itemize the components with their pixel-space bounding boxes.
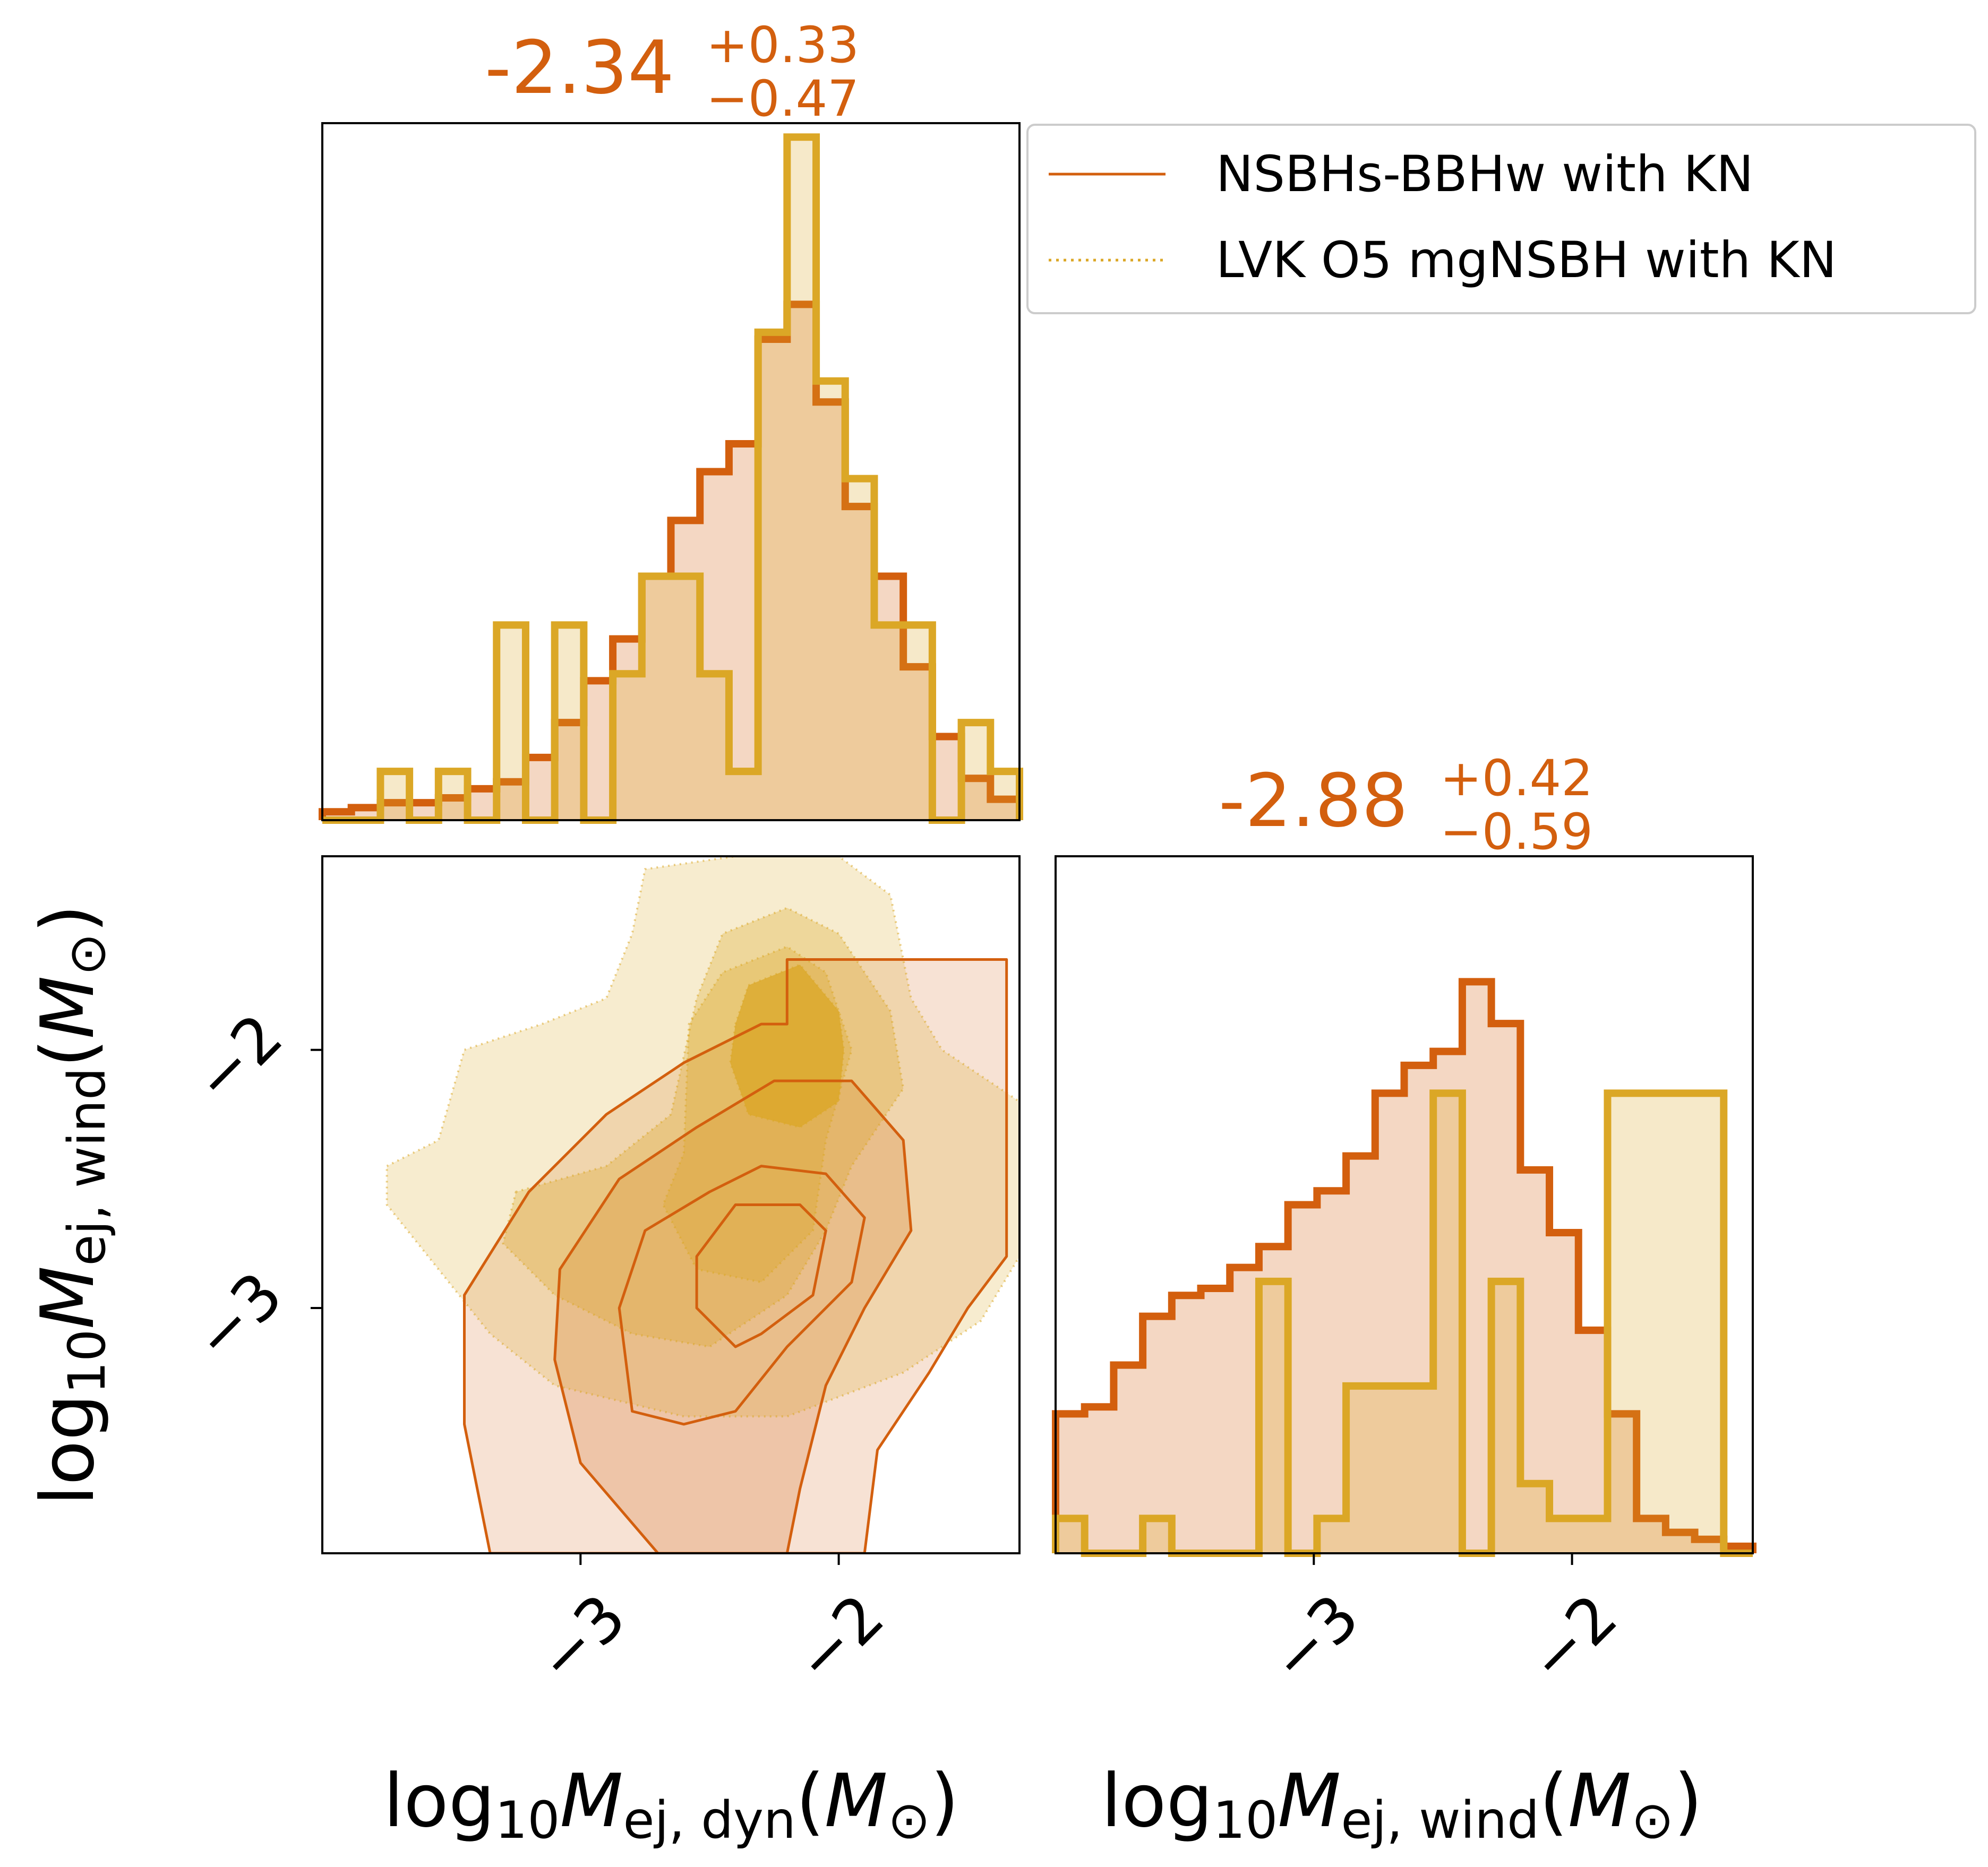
xlabel-dyn-log: log (383, 1758, 495, 1844)
svg-text:log10Mej, dyn(M⊙): log10Mej, dyn(M⊙) (383, 1758, 959, 1850)
xlabel-dyn-sub: ej, dyn (623, 1791, 796, 1850)
contour-nsbhs-level-4 (695, 1203, 827, 1348)
wind-summary: -2.88 +0.42 −0.59 (1219, 750, 1593, 861)
svg-text:log10Mej, wind(M⊙): log10Mej, wind(M⊙) (25, 905, 117, 1506)
ylabel-wind-rp: ) (25, 905, 110, 933)
xlabel-wind-sub10: 10 (1213, 1791, 1278, 1850)
dyn-histograms (319, 133, 1023, 824)
wind-marginal-panel (1052, 855, 1756, 1557)
dyn-xtick-label: −3 (522, 1580, 640, 1698)
ylabel-wind-sym: M (25, 976, 110, 1039)
legend-label-nsbhs: NSBHs-BBHw with KN (1216, 145, 1753, 203)
dyn-marginal-frame (321, 122, 1021, 821)
y-axis-label-wind: log10Mej, wind(M⊙) (25, 905, 117, 1506)
joint-panel (321, 855, 1021, 1554)
wind-marginal-fill-lvk (1056, 1093, 1753, 1553)
xlabel-wind-log: log (1101, 1758, 1213, 1844)
wind-marginal-step-nsbhs (1052, 978, 1756, 1553)
xlabel-wind-M: M (1278, 1758, 1341, 1844)
dyn-xtick-label: −2 (781, 1580, 898, 1698)
xlabel-wind-rp: ) (1674, 1758, 1702, 1844)
joint-frame (321, 855, 1021, 1554)
xlabel-wind-lp: ( (1539, 1758, 1568, 1844)
xlabel-dyn-sub10: 10 (495, 1791, 560, 1850)
xlabel-dyn-lp: ( (796, 1758, 825, 1844)
contour-lvk-level-1 (385, 856, 1019, 1418)
wind-marginal-frame (1055, 855, 1754, 1554)
dyn-upper-error: +0.33 (706, 16, 859, 74)
wind-lower-error: −0.59 (1440, 803, 1593, 861)
ylabel-wind-sub10: 10 (57, 1329, 117, 1394)
wind-xtick-label: −3 (1256, 1580, 1373, 1698)
svg-text:log10Mej, wind(M⊙): log10Mej, wind(M⊙) (1101, 1758, 1703, 1850)
legend: NSBHs-BBHw with KN LVK O5 mgNSBH with KN (1026, 124, 1976, 314)
contour-lvk-level-4 (729, 963, 845, 1129)
dyn-marginal-step-lvk (322, 133, 1023, 824)
dyn-marginal-fill-lvk (322, 137, 1019, 820)
x-axis-label-wind: log10Mej, wind(M⊙) (1101, 1758, 1703, 1850)
ylabel-wind-sun: ⊙ (57, 933, 117, 976)
ylabel-wind-lp: ( (25, 1039, 110, 1068)
xlabel-dyn-M: M (560, 1758, 623, 1844)
wind-upper-error: +0.42 (1440, 750, 1593, 807)
xlabel-wind-sun: ⊙ (1631, 1791, 1674, 1850)
xlabel-dyn-sym: M (825, 1758, 888, 1844)
wind-histograms (1052, 978, 1756, 1557)
xlabel-wind-sub: ej, wind (1341, 1791, 1539, 1850)
joint-contours (385, 856, 1019, 1553)
xlabel-wind-sym: M (1568, 1758, 1631, 1844)
dyn-marginal-panel (319, 122, 1023, 824)
legend-box (1026, 124, 1976, 314)
wind-xtick-label: −2 (1514, 1580, 1631, 1698)
wind-ytick-label: −2 (179, 1000, 297, 1117)
x-axis-label-dyn: log10Mej, dyn(M⊙) (383, 1758, 959, 1850)
contour-nsbhs-fill-level-2 (554, 1081, 911, 1553)
wind-ytick-label: −3 (179, 1258, 297, 1375)
dyn-median: -2.34 (485, 25, 674, 110)
contour-nsbhs-fill-level-1 (464, 959, 1007, 1553)
contour-nsbhs-level-2 (553, 1079, 913, 1553)
contour-nsbhs-level-1 (463, 958, 1008, 1553)
legend-label-lvk: LVK O5 mgNSBH with KN (1216, 231, 1837, 289)
wind-median: -2.88 (1219, 758, 1408, 844)
xlabel-dyn-rp: ) (930, 1758, 959, 1844)
dyn-lower-error: −0.47 (706, 70, 859, 128)
ylabel-wind-M: M (25, 1266, 110, 1329)
wind-marginal-step-lvk (1052, 1089, 1753, 1557)
wind-marginal-fill-nsbhs (1056, 982, 1753, 1553)
ylabel-wind-sub: ej, wind (57, 1068, 117, 1266)
ylabel-wind-log: log (25, 1394, 110, 1505)
xlabel-dyn-sun: ⊙ (888, 1791, 930, 1850)
contour-nsbhs-level-3 (618, 1165, 866, 1426)
dyn-summary: -2.34 +0.33 −0.47 (485, 16, 859, 128)
